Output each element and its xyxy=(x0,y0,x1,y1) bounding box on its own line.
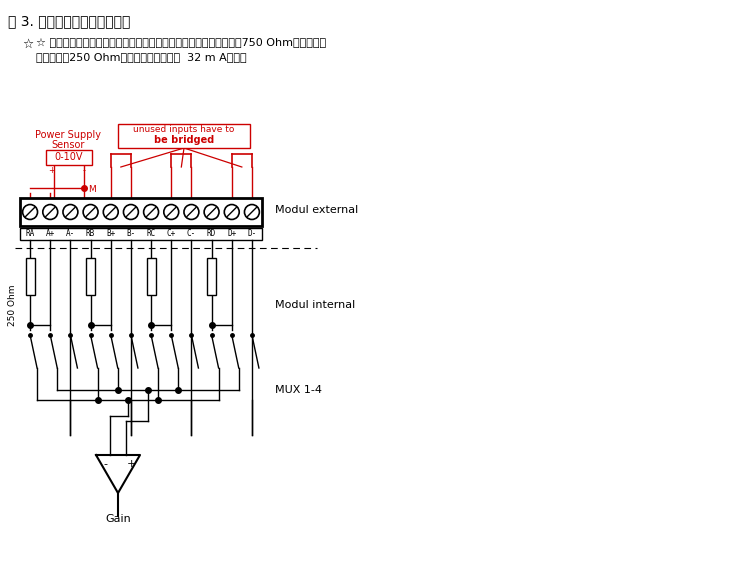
Text: RB: RB xyxy=(86,229,95,238)
Circle shape xyxy=(244,205,259,219)
Text: be bridged: be bridged xyxy=(154,135,214,145)
Circle shape xyxy=(63,205,78,219)
Bar xyxy=(118,124,250,148)
Circle shape xyxy=(224,205,239,219)
Text: MUX 1-4: MUX 1-4 xyxy=(275,385,322,395)
Text: unused inputs have to: unused inputs have to xyxy=(133,126,235,134)
Text: -: - xyxy=(103,459,107,469)
Bar xyxy=(26,258,34,295)
Circle shape xyxy=(103,205,118,219)
Text: M: M xyxy=(88,184,96,193)
Bar xyxy=(20,228,262,240)
Bar xyxy=(86,258,95,295)
Circle shape xyxy=(23,205,37,219)
Text: Modul external: Modul external xyxy=(275,205,358,215)
Text: ☆ 为了防止模拟量模块因短路而损坏，可以在传感器回路中串入一个750 Ohm电阻。它将: ☆ 为了防止模拟量模块因短路而损坏，可以在传感器回路中串入一个750 Ohm电阻… xyxy=(36,38,326,48)
Text: B+: B+ xyxy=(106,229,116,238)
Circle shape xyxy=(204,205,219,219)
Circle shape xyxy=(164,205,179,219)
Text: 图 3. 三线制电流信号测量接线: 图 3. 三线制电流信号测量接线 xyxy=(8,14,130,28)
Text: C-: C- xyxy=(187,229,196,238)
Circle shape xyxy=(42,205,58,219)
Text: 250 Ohm: 250 Ohm xyxy=(8,284,17,326)
Text: Modul internal: Modul internal xyxy=(275,300,355,310)
Text: Power Supply: Power Supply xyxy=(35,130,101,140)
Circle shape xyxy=(143,205,159,219)
Text: -: - xyxy=(83,166,86,175)
Text: 串接在内部250 Ohm电阻上并保证电流在  32 m A以下。: 串接在内部250 Ohm电阻上并保证电流在 32 m A以下。 xyxy=(36,52,247,62)
Text: Gain: Gain xyxy=(105,514,131,524)
Bar xyxy=(207,258,216,295)
Text: Sensor: Sensor xyxy=(51,140,85,150)
Text: D+: D+ xyxy=(227,229,236,238)
Text: A-: A- xyxy=(66,229,75,238)
Bar xyxy=(46,150,92,165)
Circle shape xyxy=(124,205,138,219)
Bar xyxy=(20,198,262,226)
Text: ☆: ☆ xyxy=(22,38,33,51)
Text: +: + xyxy=(127,459,135,469)
Bar xyxy=(146,258,156,295)
Text: B-: B- xyxy=(127,229,135,238)
Text: RC: RC xyxy=(146,229,156,238)
Text: C+: C+ xyxy=(167,229,176,238)
Text: D-: D- xyxy=(247,229,256,238)
Text: RA: RA xyxy=(26,229,34,238)
Text: RD: RD xyxy=(207,229,216,238)
Text: A+: A+ xyxy=(45,229,55,238)
Text: +: + xyxy=(48,166,56,175)
Circle shape xyxy=(83,205,98,219)
Text: 0-10V: 0-10V xyxy=(55,152,83,162)
Circle shape xyxy=(184,205,199,219)
